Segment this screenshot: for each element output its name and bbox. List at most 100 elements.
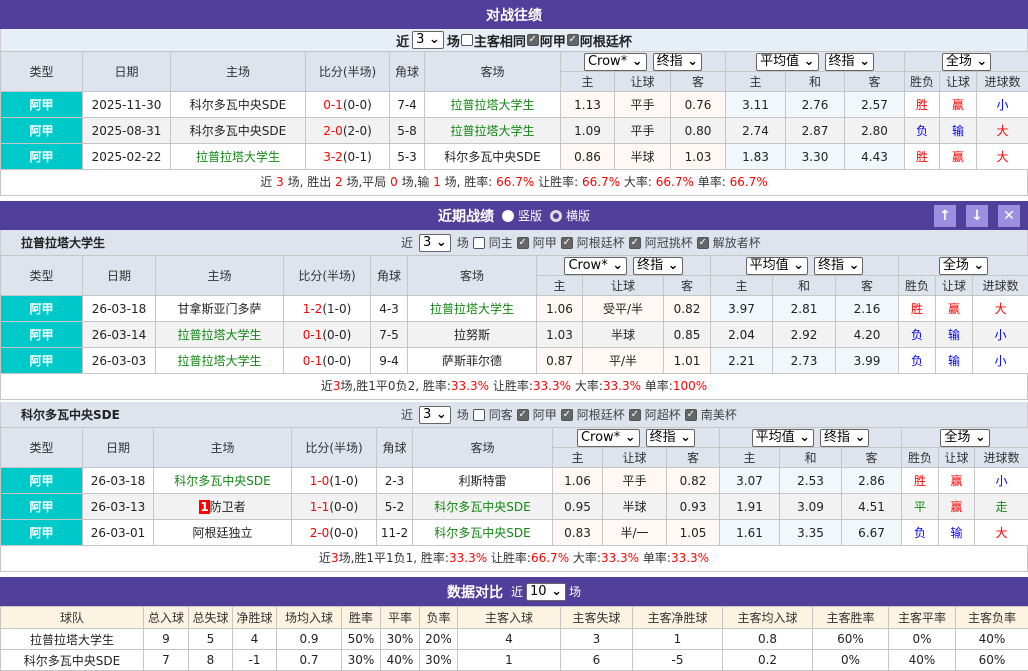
filter-checkbox[interactable]: ✓	[517, 237, 529, 249]
stat-value: 4	[458, 629, 561, 650]
handicap-odds: 1.03	[671, 144, 726, 170]
filter-checkbox[interactable]: ✓	[629, 237, 641, 249]
close-icon[interactable]: ✕	[998, 205, 1020, 227]
filter-label: 阿冠挑杯	[645, 234, 693, 251]
odds-select[interactable]: Crow*	[577, 429, 640, 447]
header-row: 球队总入球总失球净胜球场均入球胜率平率负率主客入球主客失球主客净胜球主客均入球主…	[1, 607, 1028, 629]
filter-checkbox[interactable]: ✓	[629, 409, 641, 421]
same-label: 同主	[489, 234, 513, 251]
home-team[interactable]: 拉普拉塔大学生	[171, 144, 306, 170]
odds-select[interactable]: 平均值	[756, 53, 818, 71]
home-team[interactable]: 拉普拉塔大学生	[156, 348, 284, 374]
recent-table: 类型日期主场比分(半场)角球客场Crow*终指平均值终指全场主让球客主和客胜负让…	[0, 427, 1028, 546]
odds-select[interactable]: 平均值	[746, 257, 808, 275]
same-checkbox[interactable]	[461, 34, 473, 46]
summary-text: 场,胜1平0负2, 胜率:	[340, 379, 450, 393]
filter-checkbox[interactable]: ✓	[561, 409, 573, 421]
count-select[interactable]: 10	[526, 583, 566, 601]
odds-select[interactable]: 终指	[820, 429, 869, 447]
column-header: 日期	[83, 52, 171, 92]
horizontal-radio[interactable]	[550, 210, 562, 222]
h2h-header: 对战往绩	[0, 0, 1028, 29]
away-team[interactable]: 萨斯菲尔德	[408, 348, 537, 374]
home-team[interactable]: 1防卫者	[154, 494, 292, 520]
sub-column-header: 和	[780, 448, 842, 468]
away-team[interactable]: 拉普拉塔大学生	[425, 118, 561, 144]
odds-select[interactable]: 全场	[942, 53, 991, 71]
home-team[interactable]: 拉普拉塔大学生	[156, 322, 284, 348]
vertical-radio[interactable]	[502, 210, 514, 222]
full-score: 2-0	[323, 124, 343, 138]
match-type: 阿甲	[1, 348, 83, 374]
sub-column-header: 主	[561, 72, 615, 92]
odds-select[interactable]: 全场	[939, 257, 988, 275]
odds-select[interactable]: 终指	[653, 53, 702, 71]
home-team[interactable]: 阿根廷独立	[154, 520, 292, 546]
home-team[interactable]: 科尔多瓦中央SDE	[154, 468, 292, 494]
home-team[interactable]: 甘拿斯亚门多萨	[156, 296, 284, 322]
euro-odds: 3.97	[711, 296, 773, 322]
filter-checkbox[interactable]: ✓	[567, 34, 579, 46]
score: 0-1(0-0)	[284, 322, 371, 348]
odds-select[interactable]: 终指	[646, 429, 695, 447]
filter-checkbox[interactable]: ✓	[685, 409, 697, 421]
odds-select[interactable]: 平均值	[752, 429, 814, 447]
away-team[interactable]: 科尔多瓦中央SDE	[425, 144, 561, 170]
column-header: 主客净胜球	[633, 607, 723, 629]
away-team[interactable]: 科尔多瓦中央SDE	[413, 494, 553, 520]
summary-text: 大率:	[571, 379, 603, 393]
odds-select[interactable]: Crow*	[584, 53, 647, 71]
arrow-down-icon[interactable]: ↓	[966, 205, 988, 227]
arrow-up-icon[interactable]: ↑	[934, 205, 956, 227]
euro-odds: 4.51	[842, 494, 902, 520]
result: 小	[973, 322, 1028, 348]
home-team[interactable]: 科尔多瓦中央SDE	[171, 118, 306, 144]
away-team[interactable]: 拉努斯	[408, 322, 537, 348]
same-checkbox[interactable]	[473, 237, 485, 249]
full-score: 3-2	[323, 150, 343, 164]
team-name: 科尔多瓦中央SDE	[21, 406, 421, 423]
away-team[interactable]: 拉普拉塔大学生	[425, 92, 561, 118]
filter-checkbox[interactable]: ✓	[527, 34, 539, 46]
count-select[interactable]: 3	[412, 31, 444, 49]
away-team[interactable]: 科尔多瓦中央SDE	[413, 520, 553, 546]
column-header: 比分(半场)	[292, 428, 377, 468]
filter-label: 阿甲	[533, 234, 557, 251]
summary-text: 33.3%	[449, 551, 487, 565]
same-checkbox[interactable]	[473, 409, 485, 421]
euro-odds: 2.81	[773, 296, 836, 322]
handicap-odds: 0.93	[667, 494, 720, 520]
match-date: 26-03-01	[83, 520, 154, 546]
summary-text: 让胜率:	[534, 175, 582, 189]
match-date: 2025-02-22	[83, 144, 171, 170]
summary-text: 场,输	[398, 175, 433, 189]
summary-text: 场,胜1平1负1, 胜率:	[339, 551, 449, 565]
filter-checkbox[interactable]: ✓	[561, 237, 573, 249]
home-team[interactable]: 科尔多瓦中央SDE	[171, 92, 306, 118]
filter-checkbox[interactable]: ✓	[517, 409, 529, 421]
summary-text: 场, 胜出	[284, 175, 335, 189]
sub-column-header: 让球	[615, 72, 671, 92]
away-team[interactable]: 利斯特雷	[413, 468, 553, 494]
summary-text: 2	[335, 175, 343, 189]
odds-select[interactable]: Crow*	[564, 257, 627, 275]
count-select[interactable]: 3	[419, 406, 451, 424]
score: 0-1(0-0)	[284, 348, 371, 374]
odds-select[interactable]: 全场	[940, 429, 989, 447]
stat-value: 50%	[342, 629, 381, 650]
away-team[interactable]: 拉普拉塔大学生	[408, 296, 537, 322]
count-select[interactable]: 3	[419, 234, 451, 252]
odds-select[interactable]: 终指	[825, 53, 874, 71]
odds-select[interactable]: 终指	[633, 257, 682, 275]
odds-select[interactable]: 终指	[814, 257, 863, 275]
filter-checkbox[interactable]: ✓	[697, 237, 709, 249]
